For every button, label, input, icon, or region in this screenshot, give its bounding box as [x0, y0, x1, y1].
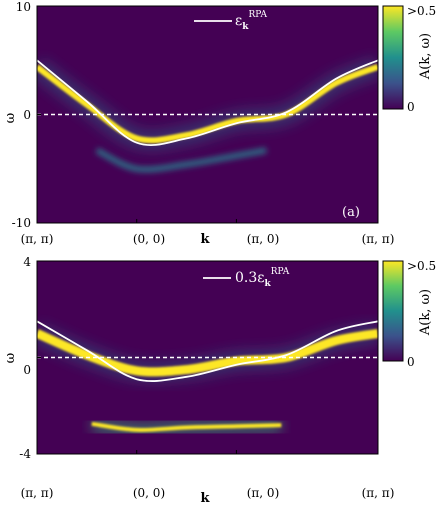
panel-b-colorbar-label-text: A(k, ω): [418, 289, 433, 336]
panel-a-legend: εkRPA: [194, 10, 268, 32]
panel-b-ticks: [36, 260, 379, 455]
panel-a-shadow-band: [95, 147, 267, 173]
panel-a-legend-sup: RPA: [249, 10, 268, 20]
panel-b-colorbar: [382, 260, 404, 362]
panel-a-colorbar-min: 0: [407, 100, 415, 114]
panel-b-lower-band: [91, 421, 282, 432]
panel-b-xtick-3: (π, 0): [247, 486, 280, 500]
panel-b-ylabel: ω: [3, 353, 18, 364]
panel-a-legend-entry: ε: [235, 13, 242, 29]
panel-b-bright-band: [37, 328, 378, 377]
panel-b-xtick-2: (0, 0): [133, 486, 165, 500]
panel-b-legend-text: 0.3εk RPA: [235, 267, 290, 289]
panel-b-colorbar-label: A(k, ω): [418, 289, 433, 336]
panel-a-legend-sub: k: [242, 22, 249, 32]
panel-a-xtick-4: (π, π): [362, 232, 395, 246]
panel-b-legend-entry: 0.3ε: [235, 270, 265, 286]
panel-a-ytick-bottom: -10: [12, 216, 31, 230]
panel-b-ytick-top: 4: [23, 255, 31, 269]
panel-a-colorbar-label: A(k, ω): [418, 33, 433, 80]
panel-a-ytick-top: 10: [16, 0, 31, 14]
panel-b: 4 0 -4 ω (π, π) (0, 0) (π, 0) (π, π) k (…: [3, 255, 436, 506]
panel-a-xtick-2: (0, 0): [133, 232, 165, 246]
panel-a-colorbar-label-text: A(k, ω): [418, 33, 433, 80]
panel-a-xlabel: k: [200, 232, 210, 247]
panel-b-ytick-mid: 0: [23, 363, 31, 377]
panel-a-rpa-curve: [37, 59, 378, 146]
panel-a-ylabel: ω: [3, 113, 18, 124]
panel-a-ytick-mid: 0: [23, 108, 31, 122]
panel-a-xtick-3: (π, 0): [247, 232, 280, 246]
panel-b-colorbar-min: 0: [407, 355, 415, 369]
panel-a-heatmap: [37, 26, 378, 173]
panel-a-legend-text: εkRPA: [235, 10, 268, 32]
panel-b-ytick-bottom: -4: [19, 447, 31, 461]
panel-b-heatmap: [37, 277, 378, 438]
panel-b-label: (b): [158, 459, 176, 474]
panel-b-xlabel: k: [200, 491, 210, 506]
panel-a-label: (a): [342, 205, 360, 220]
panel-a-bright-band: [37, 63, 378, 144]
panel-b-legend-sub: k: [265, 279, 272, 289]
panel-b-xtick-4: (π, π): [362, 486, 395, 500]
panel-b-xtick-1: (π, π): [21, 486, 54, 500]
panel-a: 10 0 -10 ω (π, π) (0, 0) (π, 0) (π, π) k…: [3, 0, 436, 247]
panel-a-colorbar-max: >0.5: [407, 4, 436, 18]
panel-a-colorbar: [382, 5, 404, 110]
panel-b-legend-sup: RPA: [271, 267, 290, 277]
panel-b-legend: 0.3εk RPA: [203, 267, 290, 289]
panel-b-colorbar-max: >0.5: [407, 259, 436, 273]
panel-b-rpa-curve: [37, 320, 378, 382]
panel-a-xtick-1: (π, π): [21, 232, 54, 246]
panel-a-ticks: [36, 5, 379, 224]
